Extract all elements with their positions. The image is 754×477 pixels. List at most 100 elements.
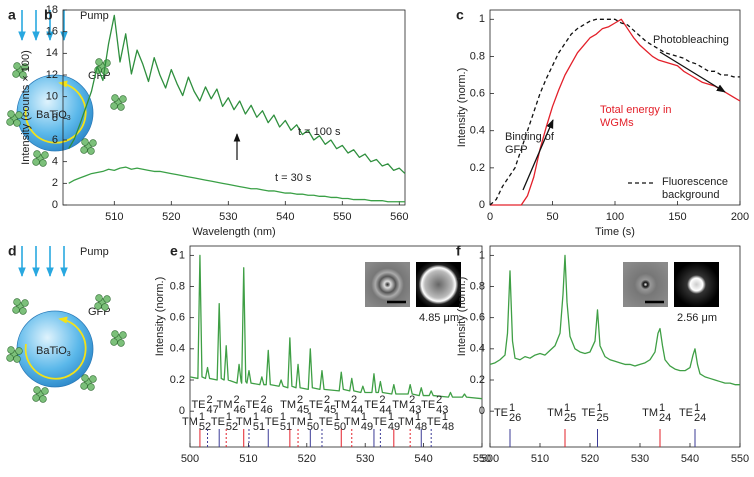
x-tick-label: 50 [546,211,558,223]
panel-letter: d [8,243,17,259]
panel-letter: f [456,243,461,259]
gfp-protein [80,138,97,155]
mode-order: 1 [659,402,665,414]
mode-index: 25 [564,412,576,424]
arrow [659,51,726,93]
gfp-protein [32,386,49,403]
x-tick-label: 500 [481,453,499,465]
mode-index: 48 [415,421,427,433]
annotation: Photobleaching [653,34,729,46]
sphere-label: BaTiO3 [36,345,71,358]
y-tick-label: 0 [52,199,58,211]
y-axis-label: Intensity (counts × 100) [20,50,32,165]
mode-name: TE [679,407,693,419]
y-tick-label: 0.6 [470,312,485,324]
mode-index: 24 [694,412,706,424]
gfp-lobe [103,295,111,303]
inset-image [623,262,668,307]
mode-order: 1 [388,411,394,423]
annotation-box: Photobleaching [653,34,729,46]
gfp-lobe [81,138,89,146]
mode-order: 2 [409,394,415,406]
x-tick-label: 550 [333,211,351,223]
gfp-lobe [80,382,88,390]
gfp-lobe [13,298,21,306]
arrow [522,119,554,191]
mode-order: 2 [297,394,303,406]
pump-label: Pump [80,10,109,22]
y-tick-label: 0.6 [470,87,485,99]
gfp-protein [110,94,127,111]
mode-name: TE [364,399,378,411]
mode-name: TM [280,399,296,411]
gfp-lobe [87,383,95,391]
mode-name: TM [236,416,252,428]
series-line [68,14,406,175]
mode-order: 2 [379,394,385,406]
y-tick-label: 0.8 [470,280,485,292]
mode-index: 48 [442,421,454,433]
mode-index: 51 [280,421,292,433]
y-tick-label: 0.2 [470,374,485,386]
mode-index: 43 [436,404,448,416]
mode-index: 44 [351,404,363,416]
wgm-arrow [24,316,87,380]
y-tick-label: 0.2 [470,162,485,174]
mode-order: 1 [509,402,515,414]
y-tick-label: 0.2 [170,374,185,386]
mode-name: TM [290,416,306,428]
series-line [68,166,405,203]
sphere-name: BaTiO [36,345,67,357]
mode-order: 1 [199,411,205,423]
x-tick-label: 520 [298,453,316,465]
gfp-lobe [21,63,29,71]
gfp-protein [110,330,127,347]
y-tick-label: 0.8 [470,50,485,62]
mode-order: 1 [361,411,367,423]
gfp-lobe [94,302,102,310]
gfp-protein [6,110,23,127]
y-tick-label: 0 [479,405,485,417]
y-tick-label: 8 [52,112,58,124]
mode-order: 2 [351,394,357,406]
inset-image [416,262,461,307]
annotation: Binding of GFP [505,131,554,156]
mode-order: 1 [442,411,448,423]
mode-name: TM [182,416,198,428]
y-tick-label: 12 [46,69,58,81]
gfp-protein [12,298,29,315]
series-label: Total energy in WGMs [600,104,672,129]
gfp-lobe [7,110,15,118]
gfp-lobe [89,139,97,147]
gfp-lobe [95,58,103,66]
gfp-lobe [15,347,23,355]
mode-index: 50 [334,421,346,433]
mode-index: 26 [509,412,521,424]
y-axis-label: Intensity (norm.) [154,277,166,356]
gfp-lobe [7,346,15,354]
mode-index: 52 [226,421,238,433]
x-tick-label: 530 [356,453,374,465]
x-tick-label: 150 [668,211,686,223]
y-tick-label: 0.4 [470,125,485,137]
mode-order: 2 [324,394,330,406]
x-axis-label: Wavelength (nm) [192,226,275,238]
mode-index: 45 [324,404,336,416]
gfp-lobe [117,103,125,111]
inset-image [674,262,719,307]
gfp-lobe [32,394,40,402]
y-tick-label: 0 [479,199,485,211]
mode-name: TE [581,407,595,419]
sphere-subscript: 3 [67,351,71,358]
y-tick-label: 1 [179,249,185,261]
mode-order: 1 [415,411,421,423]
gfp-lobe [41,151,49,159]
gfp-lobe [41,387,49,395]
series-line [489,254,740,386]
x-tick-label: 550 [473,453,491,465]
mode-name: TM [344,416,360,428]
legend-label: Fluorescence background [662,176,729,201]
y-tick-label: 0.4 [170,343,185,355]
mode-name: TE [211,416,225,428]
sphere-subscript: 3 [67,115,71,122]
